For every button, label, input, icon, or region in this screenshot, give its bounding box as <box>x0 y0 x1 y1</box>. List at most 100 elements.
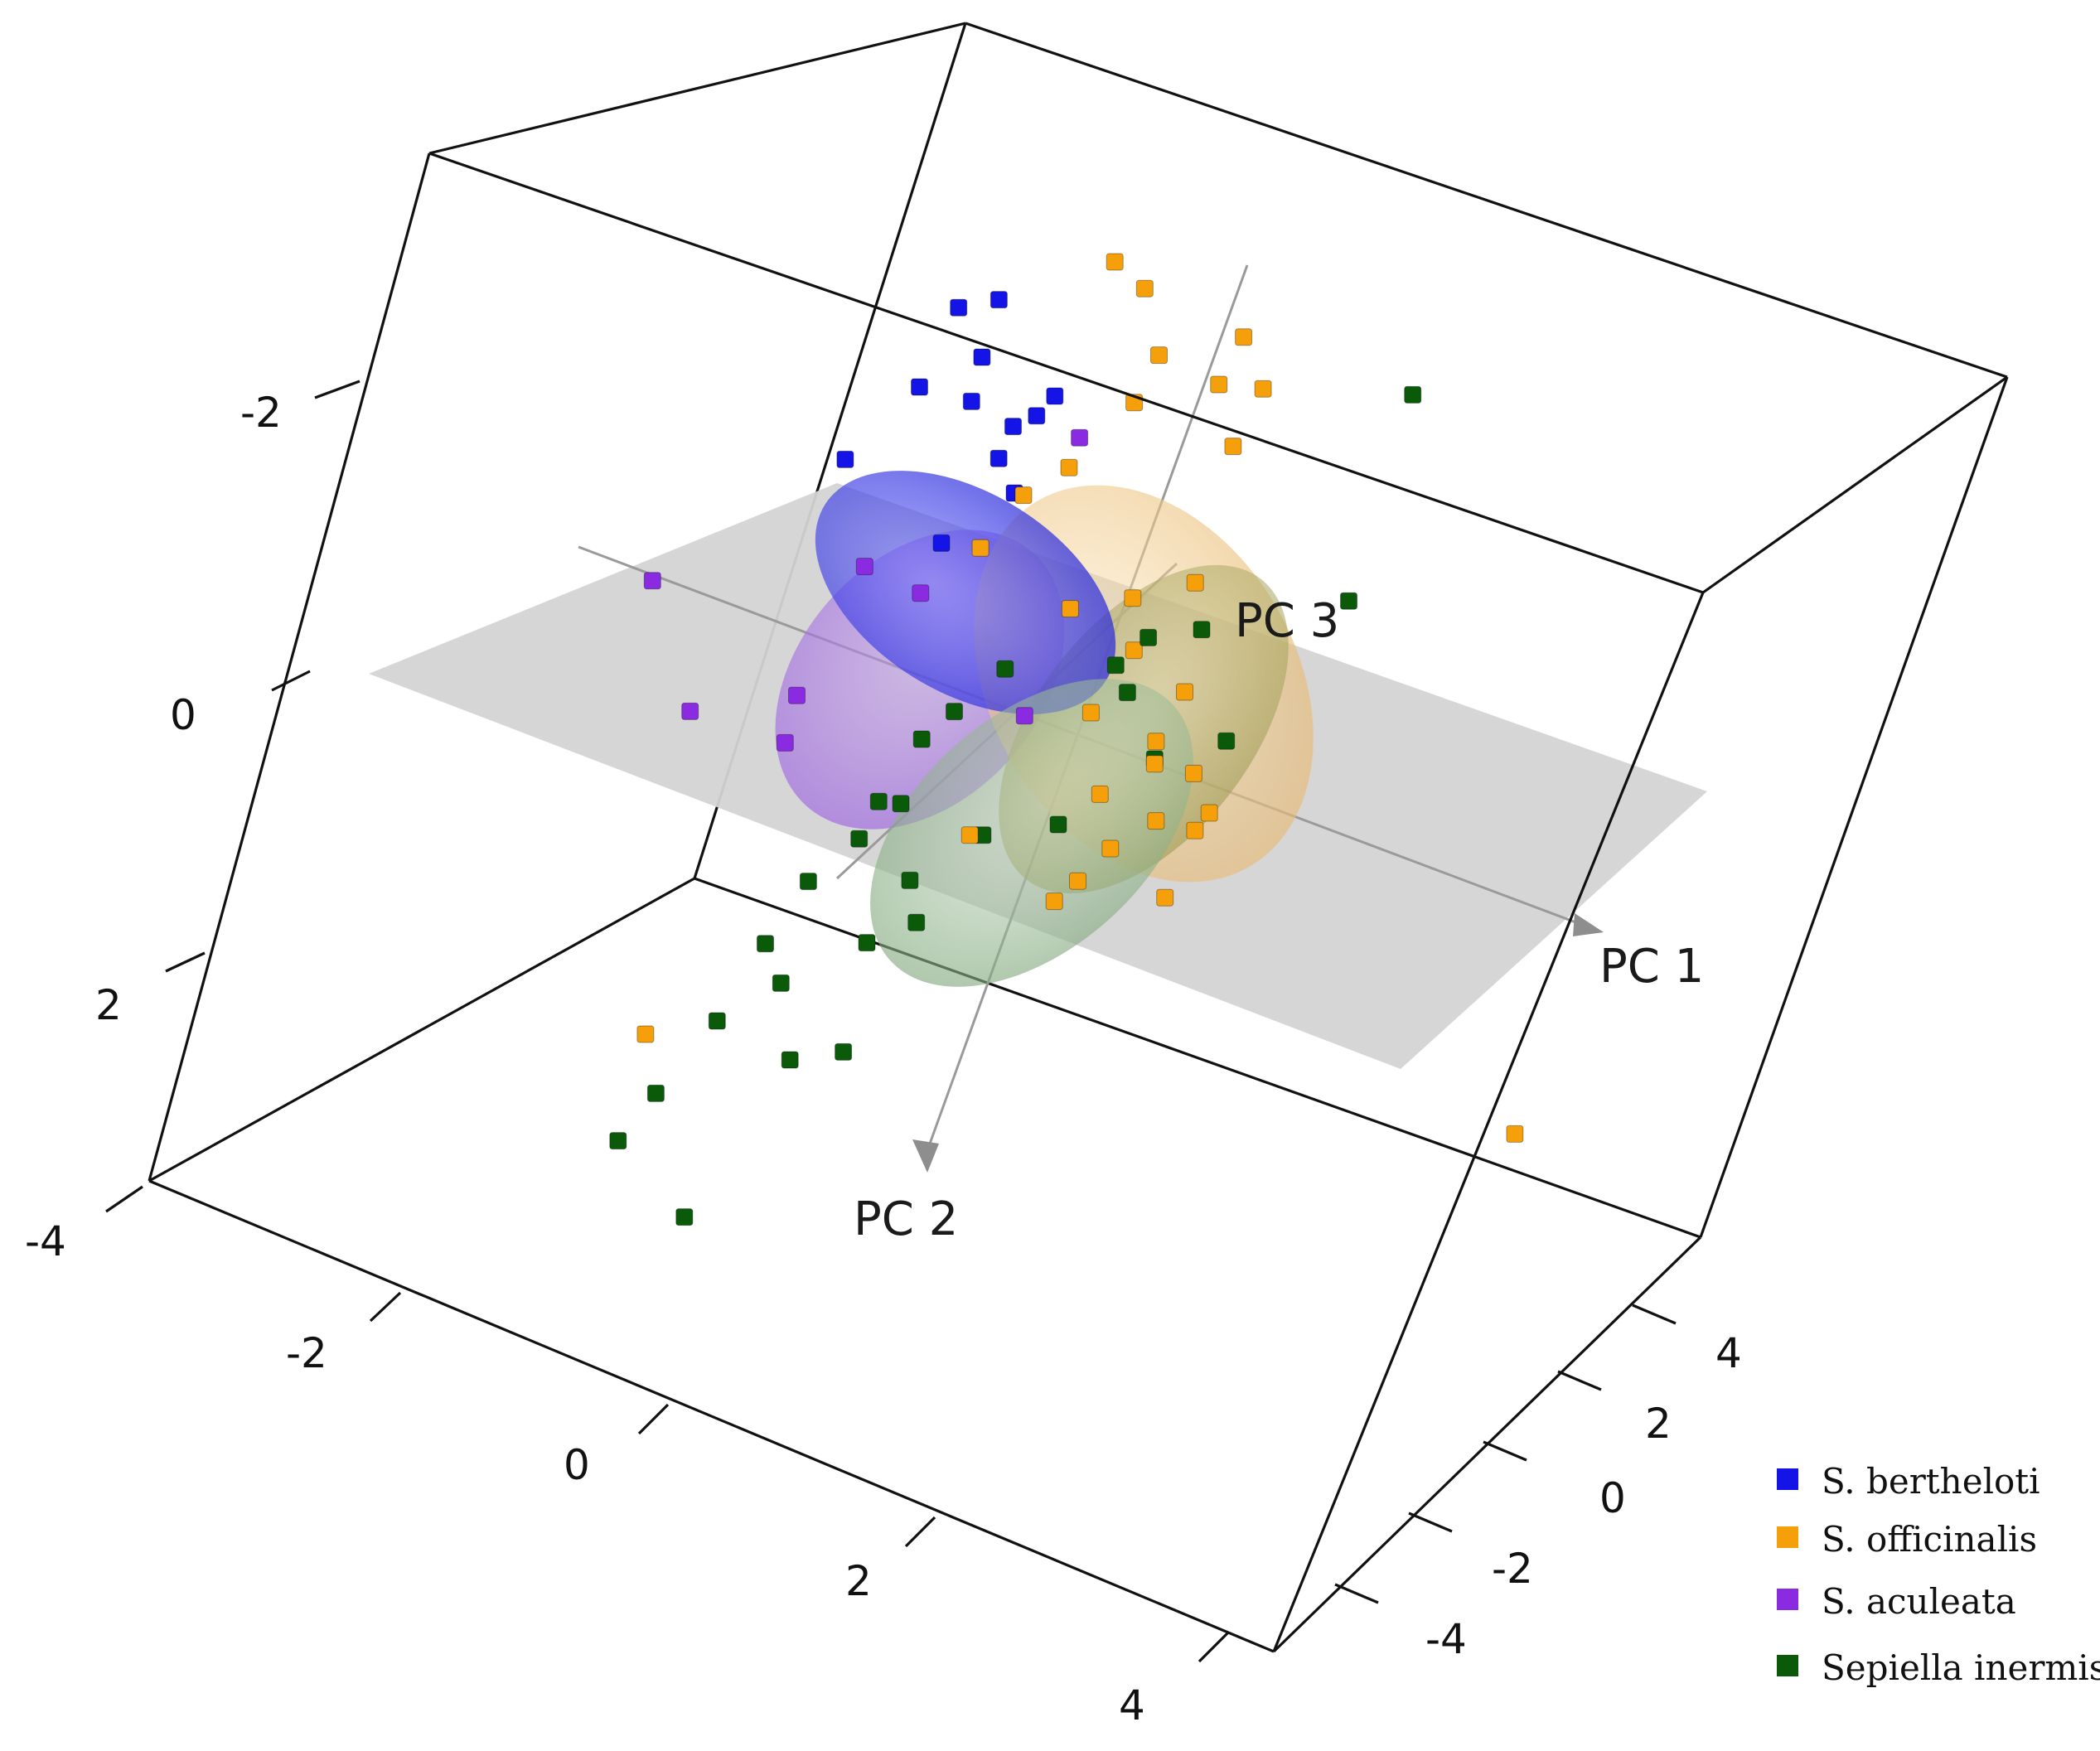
data-point-s-officinalis <box>1061 600 1079 618</box>
data-point-s-bertheloti <box>836 450 854 468</box>
legend-entry-sepiella-inermis: Sepiella inermis <box>1777 1647 2100 1688</box>
data-point-sepiella-inermis <box>946 703 963 721</box>
pc3-tick-label: 0 <box>1599 1474 1626 1522</box>
data-point-s-officinalis <box>1147 812 1165 830</box>
pc3-tick-label: 4 <box>1715 1329 1742 1377</box>
data-point-s-officinalis <box>1091 785 1109 803</box>
tick-labels: -2 0 2 -4 -2 0 2 4 4 2 0 -2 -4 <box>25 389 1742 1729</box>
pc2-axis-label: PC 2 <box>854 1192 958 1246</box>
legend-entry-s-officinalis: S. officinalis <box>1777 1519 2037 1560</box>
legend-label: S. bertheloti <box>1822 1461 2040 1502</box>
pc2-axis-arrow <box>912 1139 939 1173</box>
data-point-s-aculeata <box>1071 428 1089 447</box>
data-point-s-officinalis <box>971 539 990 557</box>
data-point-sepiella-inermis <box>1140 628 1158 646</box>
data-point-sepiella-inermis <box>869 792 888 810</box>
data-point-s-bertheloti <box>932 534 951 552</box>
pc1-tick-label: 0 <box>564 1441 590 1489</box>
data-point-sepiella-inermis <box>1404 385 1422 404</box>
data-point-s-aculeata <box>1015 707 1033 725</box>
data-point-sepiella-inermis <box>708 1012 726 1030</box>
data-point-sepiella-inermis <box>781 1051 799 1069</box>
legend-label: S. aculeata <box>1822 1581 2016 1622</box>
pc2-tick-label: 2 <box>95 981 122 1029</box>
data-point-sepiella-inermis <box>1340 592 1357 610</box>
data-point-s-officinalis <box>1156 888 1174 907</box>
data-point-s-officinalis <box>1135 279 1154 297</box>
data-point-s-officinalis <box>1124 589 1142 607</box>
legend-swatch <box>1777 1526 1798 1548</box>
data-point-sepiella-inermis <box>646 1084 665 1102</box>
pc1-tick-label: -4 <box>25 1217 66 1265</box>
data-point-sepiella-inermis <box>1106 656 1125 675</box>
data-point-s-bertheloti <box>973 348 991 366</box>
pc3-tick-label: -2 <box>1492 1545 1533 1593</box>
data-point-s-officinalis <box>1506 1125 1524 1143</box>
data-point-s-bertheloti <box>990 291 1008 309</box>
pc1-tick-label: -2 <box>286 1329 327 1377</box>
data-point-s-officinalis <box>1254 380 1272 398</box>
data-point-s-officinalis <box>1200 804 1218 822</box>
data-point-s-officinalis <box>1186 821 1204 839</box>
data-point-s-officinalis <box>1125 641 1143 660</box>
data-point-s-officinalis <box>1186 573 1204 592</box>
legend-label: S. officinalis <box>1822 1519 2037 1560</box>
data-point-s-officinalis <box>960 826 979 844</box>
pc3-tick-label: 2 <box>1645 1400 1672 1448</box>
data-point-sepiella-inermis <box>858 934 876 952</box>
data-point-s-officinalis <box>1069 872 1086 890</box>
data-point-s-officinalis <box>1106 253 1124 271</box>
data-point-sepiella-inermis <box>835 1042 853 1061</box>
data-point-s-bertheloti <box>962 392 980 410</box>
data-point-sepiella-inermis <box>912 730 931 748</box>
data-point-sepiella-inermis <box>850 830 869 848</box>
data-point-s-officinalis <box>1224 438 1242 456</box>
data-point-s-officinalis <box>636 1025 655 1043</box>
data-point-s-bertheloti <box>1004 418 1022 436</box>
data-point-s-bertheloti <box>1046 387 1064 405</box>
data-point-s-aculeata <box>788 686 806 704</box>
data-point-s-officinalis <box>1101 839 1120 858</box>
data-point-s-officinalis <box>1235 328 1253 346</box>
data-point-sepiella-inermis <box>907 913 926 931</box>
pc-axis-labels: PC 3 PC 1 PC 2 <box>854 594 1704 1246</box>
data-point-s-bertheloti <box>911 378 928 396</box>
legend-swatch <box>1777 1589 1798 1610</box>
data-point-s-officinalis <box>1210 375 1228 394</box>
pc3-tick-label: -4 <box>1425 1615 1467 1663</box>
tick-marks <box>105 380 1677 1663</box>
data-point-sepiella-inermis <box>609 1132 627 1150</box>
data-point-s-officinalis <box>1150 346 1168 365</box>
legend-label: Sepiella inermis <box>1822 1647 2100 1688</box>
data-point-s-bertheloti <box>1028 407 1046 425</box>
data-point-sepiella-inermis <box>996 660 1014 678</box>
data-point-sepiella-inermis <box>757 935 774 953</box>
data-point-sepiella-inermis <box>772 974 790 992</box>
data-point-s-aculeata <box>776 733 794 752</box>
data-point-s-aculeata <box>681 702 699 720</box>
legend-swatch <box>1777 1655 1798 1676</box>
pc3-axis-label: PC 3 <box>1235 594 1339 648</box>
data-point-s-aculeata <box>643 572 661 590</box>
data-point-sepiella-inermis <box>1049 815 1067 834</box>
data-point-s-bertheloti <box>950 298 968 317</box>
data-point-s-officinalis <box>1014 486 1033 505</box>
data-point-sepiella-inermis <box>799 873 817 891</box>
data-point-s-officinalis <box>1145 755 1164 773</box>
data-point-s-officinalis <box>1184 764 1202 782</box>
data-point-s-bertheloti <box>990 449 1008 467</box>
confidence-ellipsoids <box>775 471 1314 987</box>
data-point-s-officinalis <box>1045 892 1063 911</box>
data-point-s-officinalis <box>1147 733 1165 751</box>
ellipsoid-sepiella-inermis <box>870 679 1193 987</box>
data-point-sepiella-inermis <box>892 795 910 813</box>
ellipsoid-s-bertheloti <box>815 471 1116 714</box>
pc1-tick-label: 4 <box>1119 1681 1145 1729</box>
pc1-axis-arrow <box>1573 913 1604 936</box>
pc1-tick-label: 2 <box>845 1557 872 1605</box>
legend: S. bertheloti S. officinalis S. aculeata… <box>1777 1461 2100 1688</box>
data-point-s-officinalis <box>1060 458 1078 476</box>
data-point-sepiella-inermis <box>1193 621 1211 639</box>
data-point-s-officinalis <box>1176 683 1193 701</box>
